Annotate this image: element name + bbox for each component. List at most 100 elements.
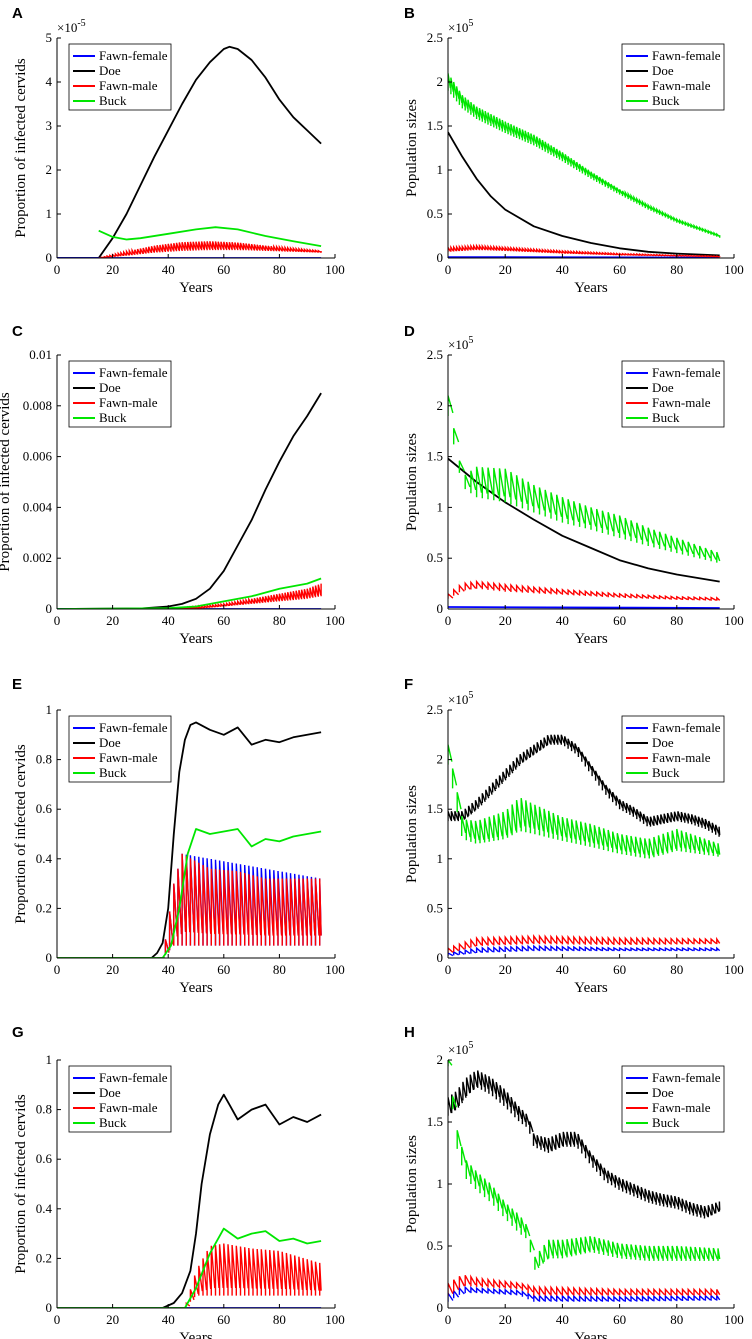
series-buck-path bbox=[448, 395, 721, 563]
y-axis-label: Proportion of infected cervids bbox=[13, 744, 29, 924]
legend-entry-doe: Doe bbox=[99, 380, 121, 395]
panel-label: G bbox=[12, 1024, 24, 1041]
panel-label: H bbox=[404, 1024, 415, 1041]
axis-multiplier: ×10-5 bbox=[57, 18, 86, 35]
axis-multiplier: ×105 bbox=[448, 690, 473, 707]
x-tick-label: 60 bbox=[613, 262, 626, 277]
legend-entry-buck: Buck bbox=[652, 93, 680, 108]
x-tick-label: 60 bbox=[613, 1312, 626, 1327]
x-tick-label: 20 bbox=[106, 613, 119, 628]
y-tick-label: 2 bbox=[437, 752, 444, 767]
series-fawn-male-path bbox=[448, 1274, 721, 1296]
x-tick-label: 0 bbox=[445, 1312, 452, 1327]
x-axis-label: Years bbox=[574, 1330, 608, 1339]
y-axis-label: Population sizes bbox=[404, 1135, 420, 1233]
y-tick-label: 1.5 bbox=[427, 118, 443, 133]
series-buck-path bbox=[448, 73, 721, 238]
panel-a: A 0 20 40 60 80 100 0 1 2 3 4 5 Years Proportion of in… bbox=[12, 5, 345, 296]
legend-entry-doe: Doe bbox=[652, 63, 674, 78]
y-tick-label: 0.5 bbox=[427, 1238, 443, 1253]
panel-label: C bbox=[12, 323, 23, 340]
y-tick-label: 1 bbox=[46, 1052, 53, 1067]
y-axis-label: Proportion of infected cervids bbox=[13, 58, 29, 238]
y-tick-label: 0 bbox=[46, 1300, 53, 1315]
y-tick-label: 0.2 bbox=[36, 1250, 52, 1265]
y-tick-label: 1 bbox=[46, 702, 53, 717]
y-tick-label: 0.01 bbox=[29, 347, 52, 362]
y-tick-label: 0 bbox=[437, 601, 444, 616]
legend-entry-buck: Buck bbox=[652, 1115, 680, 1130]
x-tick-label: 80 bbox=[670, 613, 683, 628]
legend-entry-buck: Buck bbox=[99, 410, 127, 425]
y-tick-label: 0 bbox=[46, 601, 53, 616]
legend-entry-doe: Doe bbox=[652, 380, 674, 395]
plot-area bbox=[448, 1058, 721, 1302]
series-doe-path bbox=[448, 1070, 721, 1219]
plot-area bbox=[57, 1093, 322, 1308]
x-tick-label: 0 bbox=[445, 613, 452, 628]
series-buck-path bbox=[448, 744, 721, 859]
y-tick-label: 0.5 bbox=[427, 550, 443, 565]
x-tick-label: 80 bbox=[273, 262, 286, 277]
y-tick-label: 0.5 bbox=[427, 900, 443, 915]
legend-entry-fawn-female: Fawn-female bbox=[652, 365, 721, 380]
y-tick-label: 2 bbox=[46, 162, 53, 177]
y-tick-label: 1 bbox=[46, 206, 53, 221]
y-axis-label: Proportion of infected cervids bbox=[13, 1094, 29, 1274]
legend-entry-fawn-male: Fawn-male bbox=[652, 78, 711, 93]
y-tick-label: 2 bbox=[437, 398, 444, 413]
x-tick-label: 100 bbox=[724, 613, 744, 628]
series-fawn-male bbox=[448, 579, 721, 601]
legend-entry-fawn-female: Fawn-female bbox=[99, 1070, 168, 1085]
y-tick-label: 2 bbox=[437, 1052, 444, 1067]
series-buck bbox=[448, 73, 721, 238]
y-tick-label: 1 bbox=[437, 1176, 444, 1191]
plot-area bbox=[57, 721, 322, 958]
y-tick-label: 0.5 bbox=[427, 206, 443, 221]
legend-entry-buck: Buck bbox=[99, 93, 127, 108]
series-buck bbox=[448, 1058, 721, 1270]
y-tick-label: 0.002 bbox=[23, 550, 52, 565]
y-tick-label: 2 bbox=[437, 74, 444, 89]
x-tick-label: 100 bbox=[325, 962, 345, 977]
y-tick-label: 0.2 bbox=[36, 900, 52, 915]
panel-f: F 0 20 40 60 80 100 0 0.5 1 1.5 2 2.5 Years Population… bbox=[404, 676, 744, 996]
x-tick-label: 100 bbox=[724, 962, 744, 977]
y-axis-label: Population sizes bbox=[404, 99, 420, 197]
series-doe bbox=[448, 1070, 721, 1219]
series-fawn-female-path bbox=[448, 944, 721, 957]
series-fawn-male bbox=[448, 934, 721, 953]
axis-multiplier-exponent: 5 bbox=[468, 1040, 473, 1051]
y-tick-label: 2.5 bbox=[427, 702, 443, 717]
x-tick-label: 60 bbox=[217, 1312, 230, 1327]
y-tick-label: 0 bbox=[437, 950, 444, 965]
y-tick-label: 2.5 bbox=[427, 347, 443, 362]
x-tick-label: 100 bbox=[724, 262, 744, 277]
legend-entry-fawn-male: Fawn-male bbox=[99, 395, 158, 410]
legend-entry-buck: Buck bbox=[652, 410, 680, 425]
x-tick-label: 40 bbox=[556, 613, 569, 628]
x-tick-label: 80 bbox=[273, 962, 286, 977]
series-fawn-male-path bbox=[98, 241, 322, 258]
series-fawn-male bbox=[98, 241, 322, 258]
x-tick-label: 100 bbox=[724, 1312, 744, 1327]
legend-entry-doe: Doe bbox=[99, 735, 121, 750]
series-buck-path bbox=[448, 1058, 721, 1270]
x-axis-label: Years bbox=[574, 280, 608, 296]
y-tick-label: 1 bbox=[437, 499, 444, 514]
y-tick-label: 0.8 bbox=[36, 752, 52, 767]
y-tick-label: 0.4 bbox=[36, 1201, 53, 1216]
y-tick-label: 0.004 bbox=[23, 499, 53, 514]
series-fawn-male bbox=[168, 583, 322, 609]
x-axis-label: Years bbox=[574, 980, 608, 996]
legend-entry-fawn-female: Fawn-female bbox=[652, 1070, 721, 1085]
axis-multiplier-exponent: 5 bbox=[468, 690, 473, 701]
legend-entry-fawn-female: Fawn-female bbox=[99, 720, 168, 735]
series-buck bbox=[57, 1227, 322, 1308]
y-tick-label: 0.6 bbox=[36, 1151, 53, 1166]
y-tick-label: 2.5 bbox=[427, 30, 443, 45]
x-tick-label: 80 bbox=[273, 1312, 286, 1327]
